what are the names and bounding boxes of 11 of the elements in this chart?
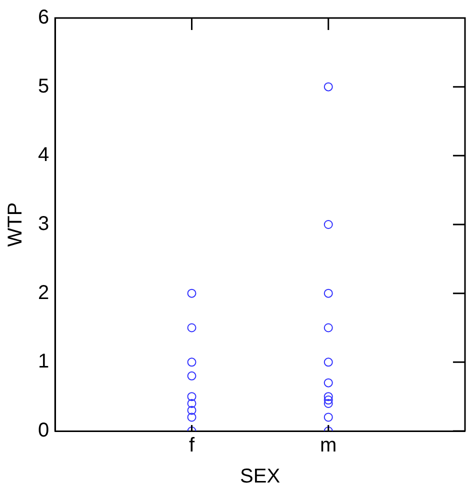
y-tick-label: 4 (38, 144, 50, 166)
y-axis-title: WTP (4, 202, 27, 247)
y-tick-label: 5 (38, 75, 50, 98)
y-tick-label: 0 (38, 420, 50, 442)
y-tick-label: 6 (38, 6, 50, 29)
x-axis-title: SEX (240, 466, 280, 488)
x-tick-label: m (320, 434, 337, 457)
y-tick-label: 3 (38, 213, 50, 236)
x-tick-label: f (188, 434, 195, 457)
y-tick-label: 1 (38, 350, 50, 373)
y-tick-label: 2 (38, 282, 50, 304)
